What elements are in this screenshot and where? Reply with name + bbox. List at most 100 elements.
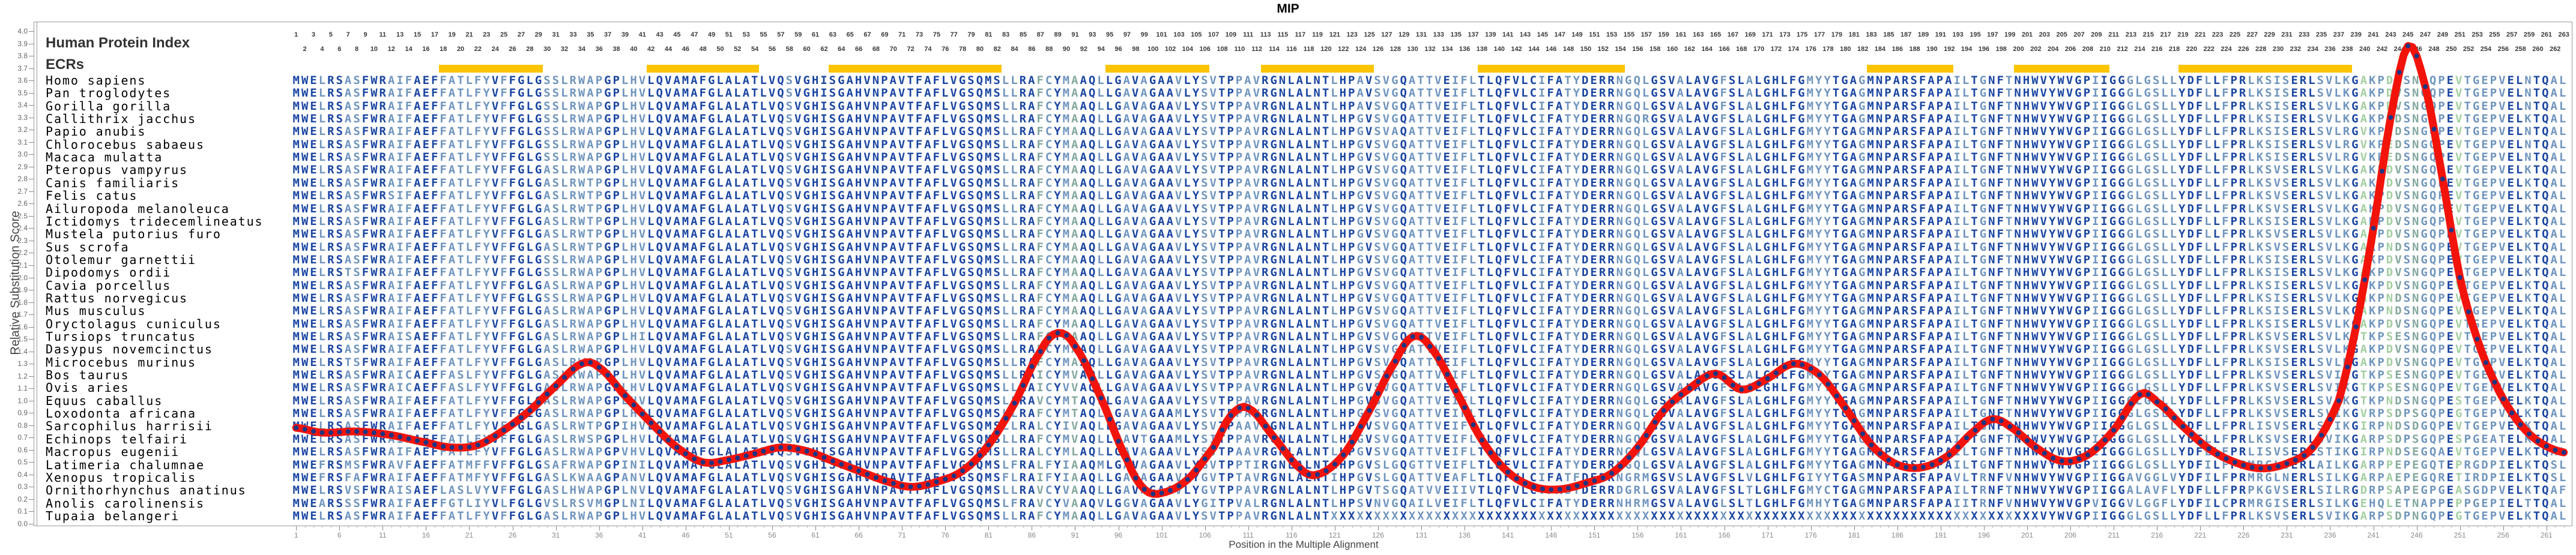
residue: V — [2066, 214, 2073, 228]
residue: I — [1953, 266, 1961, 280]
residue: T — [1564, 240, 1571, 254]
residue: M — [1867, 137, 1874, 151]
residue: Y — [2178, 137, 2186, 151]
residue: A — [1028, 291, 1035, 305]
residue: F — [361, 214, 369, 228]
residue: L — [1331, 151, 1338, 164]
top-even-number: 132 — [1424, 46, 1436, 53]
residue: G — [1711, 112, 1719, 126]
ecr-region[interactable] — [2178, 65, 2352, 73]
residue: P — [2490, 112, 2497, 126]
top-even-number: 240 — [2359, 46, 2371, 53]
residue: S — [785, 253, 793, 266]
residue: F — [2195, 227, 2203, 241]
ecr-region[interactable] — [1261, 65, 1374, 73]
residue: H — [2022, 227, 2030, 241]
residue: A — [1694, 189, 1701, 203]
residue: A — [1746, 176, 1753, 190]
top-odd-number: 45 — [673, 31, 681, 38]
residue: K — [2368, 176, 2376, 190]
top-even-number: 190 — [1926, 46, 1938, 53]
residue: G — [518, 253, 525, 266]
residue: Y — [2178, 176, 2186, 190]
residue: L — [1287, 278, 1295, 292]
ecr-region[interactable] — [2014, 65, 2109, 73]
residue: S — [2152, 86, 2160, 100]
residue: G — [838, 214, 845, 228]
residue: E — [1443, 112, 1450, 126]
residue: D — [1582, 240, 1589, 254]
residue: P — [1235, 112, 1243, 126]
residue: F — [509, 137, 516, 151]
residue: L — [1521, 266, 1528, 280]
residue: G — [2075, 266, 2082, 280]
residue: A — [1849, 253, 1857, 266]
residue: L — [2334, 151, 2341, 164]
residue: F — [1504, 202, 1511, 215]
top-even-number: 70 — [889, 46, 897, 53]
residue: L — [1097, 214, 1104, 228]
residue: L — [2334, 240, 2341, 254]
residue: F — [500, 291, 507, 305]
residue: G — [534, 227, 542, 241]
residue: F — [509, 253, 516, 266]
residue: R — [2299, 176, 2307, 190]
residue: T — [1322, 189, 1329, 203]
residue: G — [1625, 137, 1632, 151]
residue: F — [1504, 74, 1511, 87]
residue: Y — [483, 189, 490, 203]
residue: S — [1910, 112, 1917, 126]
residue: D — [1582, 176, 1589, 190]
residue: G — [2144, 227, 2151, 241]
residue: L — [318, 137, 326, 151]
ecr-region[interactable] — [828, 65, 1002, 73]
residue: T — [2464, 189, 2471, 203]
residue: P — [881, 291, 888, 305]
ecr-region[interactable] — [646, 65, 760, 73]
residue: Q — [1088, 176, 1096, 190]
residue: A — [1244, 214, 1251, 228]
ecr-region[interactable] — [1867, 65, 1954, 73]
residue: T — [1426, 163, 1433, 177]
residue: M — [984, 151, 992, 164]
residue: L — [1521, 253, 1528, 266]
residue: G — [2075, 176, 2082, 190]
residue: S — [2317, 202, 2324, 215]
residue: N — [1988, 176, 1995, 190]
residue: L — [1962, 202, 1970, 215]
residue: R — [379, 176, 386, 190]
ecr-region[interactable] — [439, 65, 543, 73]
residue: L — [2559, 214, 2566, 228]
residue: N — [872, 137, 880, 151]
residue: D — [2187, 176, 2194, 190]
residue: F — [431, 74, 438, 87]
residue: H — [1771, 202, 1779, 215]
residue: A — [673, 227, 680, 241]
ecr-region[interactable] — [1477, 65, 1625, 73]
residue: D — [2386, 99, 2393, 113]
residue: L — [1287, 112, 1295, 126]
residue: W — [578, 99, 585, 113]
residue: I — [2091, 86, 2099, 100]
residue: G — [958, 137, 966, 151]
residue: A — [448, 214, 456, 228]
residue: V — [1512, 278, 1520, 292]
residue: S — [2317, 163, 2324, 177]
residue: A — [725, 151, 733, 164]
ecr-region[interactable] — [1105, 65, 1209, 73]
residue: G — [1711, 227, 1719, 241]
residue: A — [1694, 163, 1701, 177]
residue: A — [1158, 253, 1165, 266]
top-odd-number: 163 — [1693, 31, 1704, 38]
residue: L — [1755, 278, 1762, 292]
residue: L — [1105, 137, 1113, 151]
residue: L — [1305, 291, 1312, 305]
residue: G — [1114, 112, 1122, 126]
residue: P — [1348, 74, 1355, 87]
residue: P — [1936, 125, 1944, 139]
residue: N — [1875, 253, 1883, 266]
residue: V — [898, 278, 906, 292]
residue: S — [2265, 163, 2272, 177]
residue: V — [1702, 214, 1710, 228]
residue: A — [742, 253, 750, 266]
